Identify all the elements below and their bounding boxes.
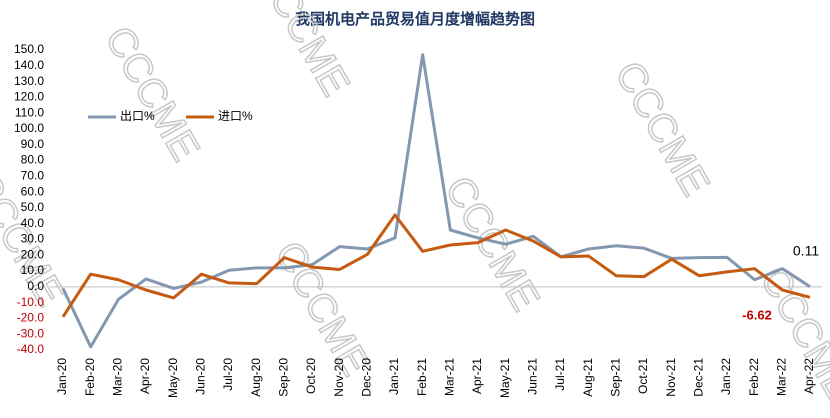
x-tick-label: Dec-21 [692, 358, 706, 397]
x-tick-label: Feb-22 [747, 358, 761, 396]
y-tick-label: 40.0 [21, 216, 45, 230]
y-tick-label: 120.0 [14, 90, 44, 104]
y-tick-label: 10.0 [21, 263, 45, 277]
x-tick-label: Oct-20 [304, 358, 318, 394]
x-tick-label: Mar-20 [111, 358, 125, 396]
y-tick-label: -10.0 [17, 295, 45, 309]
watermark: CCCME [606, 54, 717, 203]
legend-label: 出口% [120, 109, 155, 123]
x-tick-label: May-21 [498, 358, 512, 398]
x-tick-label: Aug-21 [581, 358, 595, 397]
y-tick-label: 70.0 [21, 168, 45, 182]
x-tick-label: Mar-21 [443, 358, 457, 396]
y-tick-label: 80.0 [21, 153, 45, 167]
watermark: CCCME [751, 259, 830, 408]
y-tick-label: 100.0 [14, 121, 44, 135]
x-tick-label: Jul-20 [221, 358, 235, 391]
data-label: -6.62 [742, 307, 772, 322]
x-tick-label: Oct-21 [636, 358, 650, 394]
x-tick-label: Feb-20 [83, 358, 97, 396]
y-tick-label: 130.0 [14, 74, 44, 88]
data-line [61, 213, 811, 318]
chart-title: 我国机电产品贸易值月度增幅趋势图 [295, 10, 535, 28]
watermark: CCCME [96, 19, 207, 168]
x-tick-label: Nov-20 [332, 358, 346, 397]
y-tick-label: -40.0 [17, 342, 45, 356]
y-tick-label: 30.0 [21, 232, 45, 246]
x-tick-label: Jun-21 [526, 358, 540, 395]
y-tick-label: 50.0 [21, 200, 45, 214]
y-tick-label: 140.0 [14, 58, 44, 72]
x-tick-label: Feb-21 [415, 358, 429, 396]
y-tick-label: 90.0 [21, 137, 45, 151]
x-tick-label: Jul-21 [553, 358, 567, 391]
y-tick-label: -20.0 [17, 311, 45, 325]
data-label: 0.11 [793, 243, 819, 259]
y-tick-label: 60.0 [21, 184, 45, 198]
x-tick-label: Apr-20 [138, 358, 152, 394]
y-tick-label: 110.0 [15, 105, 44, 119]
x-tick-label: Sep-21 [609, 358, 623, 397]
x-tick-label: Jan-22 [719, 358, 733, 395]
x-tick-label: Jan-20 [55, 358, 69, 395]
x-tick-label: Nov-21 [664, 358, 678, 397]
y-tick-label: 150.0 [14, 42, 44, 56]
x-tick-label: Sep-20 [277, 358, 291, 397]
y-tick-label: 20.0 [21, 247, 45, 261]
x-tick-label: Mar-22 [775, 358, 789, 396]
x-tick-label: Apr-21 [470, 358, 484, 394]
y-tick-label: -30.0 [17, 326, 45, 340]
legend-label: 进口% [218, 109, 253, 123]
x-tick-label: Apr-22 [802, 358, 816, 394]
x-tick-label: May-20 [166, 358, 180, 398]
y-tick-label: 0.0 [27, 279, 44, 293]
x-tick-label: Aug-20 [249, 358, 263, 397]
x-tick-label: Jan-21 [387, 358, 401, 395]
x-tick-label: Dec-20 [360, 358, 374, 397]
x-tick-label: Jun-20 [194, 358, 208, 395]
